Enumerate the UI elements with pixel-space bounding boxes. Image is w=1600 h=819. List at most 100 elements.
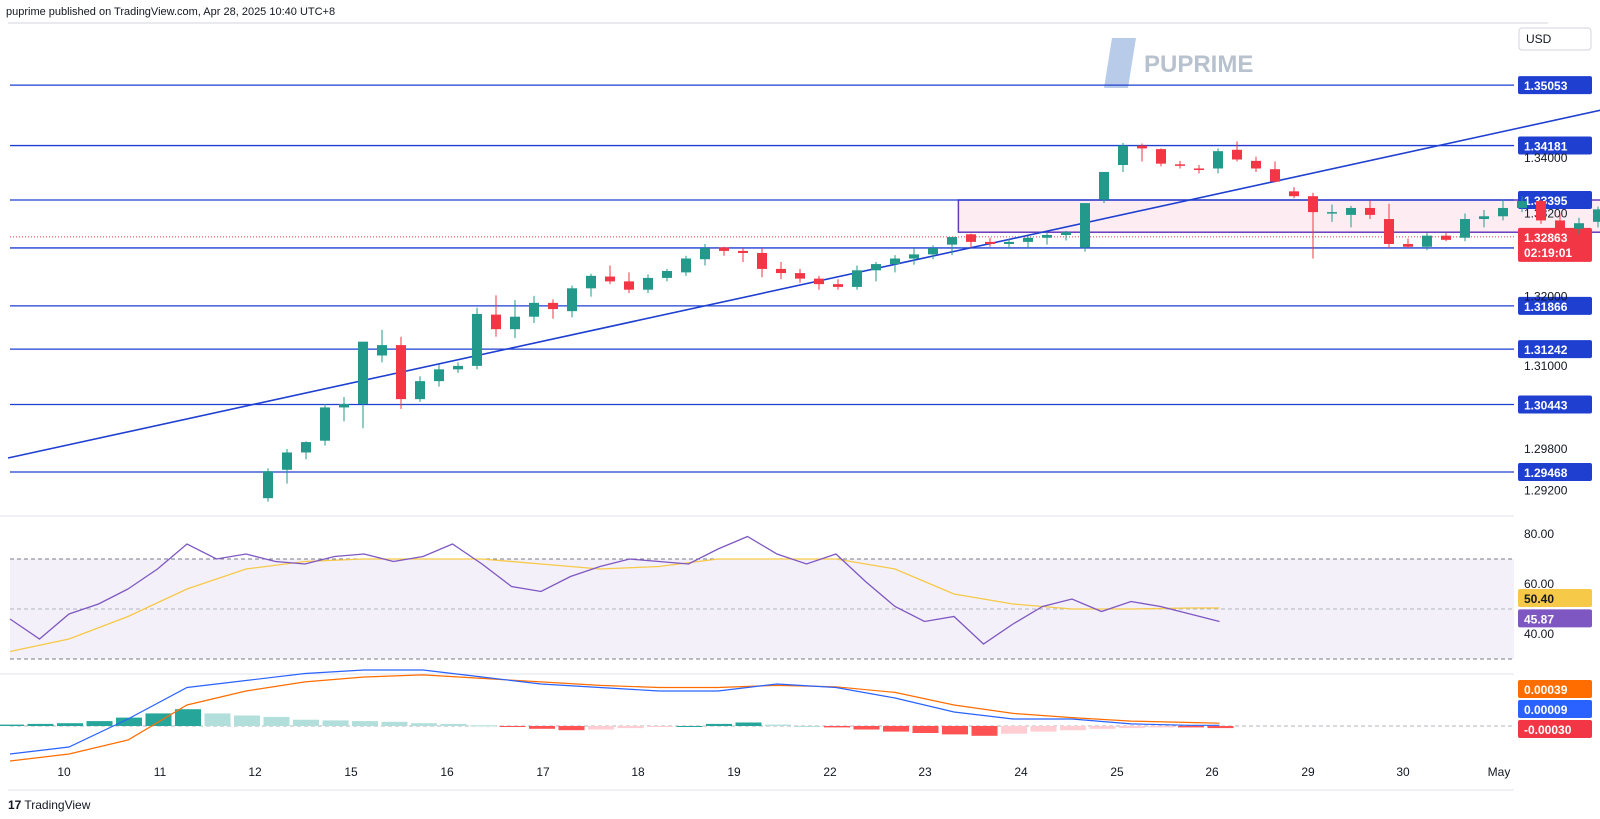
candle-body xyxy=(1346,207,1356,215)
macd-hist-bar xyxy=(676,726,703,727)
time-tick-label: 29 xyxy=(1301,765,1315,779)
currency-label[interactable]: USD xyxy=(1518,27,1592,51)
macd-hist-bar xyxy=(529,726,555,729)
macd-hist-bar xyxy=(322,720,349,726)
candle-body xyxy=(282,452,292,470)
candle-body xyxy=(1213,151,1223,169)
candle-body xyxy=(624,281,634,290)
macd-hist-bar xyxy=(1001,726,1027,734)
level-label: 1.29468 xyxy=(1524,466,1568,480)
candle-body xyxy=(757,252,767,269)
candle-body xyxy=(1251,160,1261,169)
macd-hist-bar xyxy=(57,723,83,726)
candle-body xyxy=(1004,241,1014,244)
candle-body xyxy=(548,302,558,310)
macd-label-bg xyxy=(1518,700,1592,718)
time-tick-label: 16 xyxy=(440,765,454,779)
macd-hist-bar xyxy=(1030,726,1057,732)
trendline xyxy=(7,109,1600,459)
candle-body xyxy=(358,341,368,404)
macd-hist-bar xyxy=(1207,726,1234,729)
candle-body xyxy=(1441,235,1451,240)
candle-body xyxy=(1365,207,1375,215)
time-axis: 10 11 12 15 16 17 18 19 22 23 24 25 26 29 30 May xyxy=(8,765,1514,791)
macd-hist-bar xyxy=(1119,726,1145,729)
footer-brand: TradingView xyxy=(24,798,91,812)
candle-body xyxy=(947,237,957,245)
rsi-label-bg xyxy=(1518,609,1592,628)
time-tick-label: 10 xyxy=(57,765,71,779)
macd-hist-bar xyxy=(116,717,142,726)
rsi-tick-label: 40.00 xyxy=(1524,627,1554,641)
candle-body xyxy=(396,345,406,400)
candle-body xyxy=(700,248,710,260)
puprime-logo-icon xyxy=(1104,38,1136,88)
candle-body xyxy=(415,381,425,400)
level-label: 1.33395 xyxy=(1524,194,1568,208)
macd-hist-bar xyxy=(440,723,467,726)
candle-body xyxy=(1555,220,1565,229)
hist-label: -0.00030 xyxy=(1524,723,1572,737)
candle-body xyxy=(510,316,520,330)
candle-body xyxy=(1384,219,1394,244)
macd-hist-bar xyxy=(27,723,54,726)
level-label: 1.30443 xyxy=(1524,398,1568,412)
time-tick-label: 12 xyxy=(248,765,262,779)
last-price-label: 1.32863 xyxy=(1524,231,1568,245)
countdown-label: 02:19:01 xyxy=(1524,246,1572,260)
macd-hist-bar xyxy=(234,715,260,726)
candle-body xyxy=(1308,196,1318,213)
rsi-ma-label: 50.40 xyxy=(1524,592,1554,606)
candle-body xyxy=(1574,223,1584,229)
macd-hist-bar xyxy=(352,721,378,726)
time-tick-label: May xyxy=(1488,765,1511,779)
time-tick-label: 15 xyxy=(344,765,358,779)
price-tick-label: 1.31000 xyxy=(1524,359,1568,373)
macd-pane[interactable]: 0.00039 0.00009 -0.00030 xyxy=(0,669,1592,762)
macd-hist-bar xyxy=(617,726,644,729)
candle-body xyxy=(1403,243,1413,247)
macd-hist-bar xyxy=(411,723,437,726)
time-tick-label: 19 xyxy=(727,765,741,779)
candle-body xyxy=(985,241,995,244)
macd-hist-bar xyxy=(794,726,821,727)
candle-body xyxy=(491,314,501,330)
candle-body xyxy=(795,273,805,279)
time-tick-label: 18 xyxy=(631,765,645,779)
last-price-label-bg xyxy=(1518,227,1592,262)
candle-body xyxy=(776,268,786,274)
time-tick-label: 22 xyxy=(823,765,837,779)
candle-body xyxy=(1099,171,1109,200)
rsi-tick-label: 80.00 xyxy=(1524,527,1554,541)
level-label: 1.35053 xyxy=(1524,79,1568,93)
level-label-bg xyxy=(1518,340,1592,359)
tradingview-logo-icon: 17 xyxy=(8,798,22,812)
price-pane[interactable]: 1.350531.341811.333951.327031.318661.312… xyxy=(0,22,1600,675)
candle-body xyxy=(586,275,596,289)
candle-body xyxy=(1270,169,1280,182)
price-tick-label: 1.29800 xyxy=(1524,442,1568,456)
macd-hist-bar xyxy=(647,726,673,727)
candle-body xyxy=(434,369,444,382)
hist-label-bg xyxy=(1518,720,1592,738)
candle-body xyxy=(890,258,900,265)
macd-signal-line xyxy=(9,674,1220,762)
level-label: 1.31242 xyxy=(1524,343,1568,357)
macd-hist-bar xyxy=(175,709,201,726)
candle-body xyxy=(567,288,577,312)
macd-label: 0.00009 xyxy=(1524,703,1568,717)
footer: 17 TradingView xyxy=(8,798,90,812)
rsi-label: 45.87 xyxy=(1524,612,1554,626)
macd-hist-bar xyxy=(293,719,319,726)
macd-hist-bar xyxy=(765,724,791,726)
candle-body xyxy=(1536,201,1546,221)
candle-body xyxy=(1023,237,1033,242)
candle-body xyxy=(1175,164,1185,166)
candle-body xyxy=(605,276,615,282)
macd-hist-bar xyxy=(1060,726,1086,731)
rsi-pane[interactable]: 80.00 60.00 40.00 50.40 45.87 xyxy=(9,527,1592,660)
candle-body xyxy=(833,284,843,287)
macd-line xyxy=(9,669,1220,755)
macd-hist-bar xyxy=(942,726,968,735)
